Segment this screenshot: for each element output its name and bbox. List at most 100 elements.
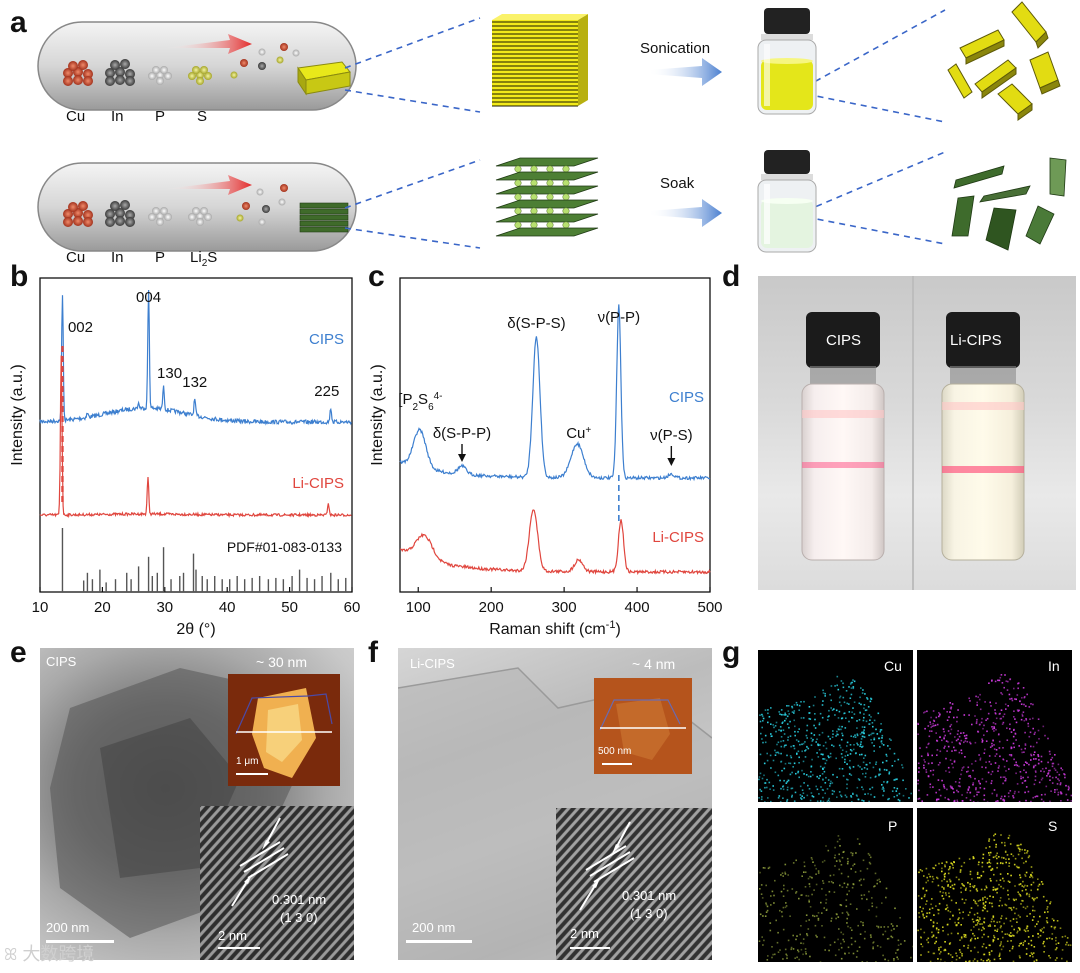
- li-cips-vial: [941, 312, 1025, 561]
- soak-label: Soak: [660, 175, 695, 192]
- plane-label: (1 3 0): [280, 910, 318, 925]
- eds-map-p: [758, 808, 913, 962]
- raman-annotation: [P2S64-: [398, 391, 442, 413]
- eds-label-s: S: [1048, 818, 1058, 834]
- element-label-p-1: P: [155, 108, 166, 125]
- eds-map-cu: [758, 650, 913, 802]
- watermark-logo-icon: ꕤ: [4, 947, 18, 964]
- eds-map-dots: [917, 674, 1072, 802]
- xrd-chart: 10 20 30 40 50 60 2θ (°) Intensity (a.u.) 002 004…: [9, 277, 360, 638]
- s-powder-1: [188, 66, 212, 85]
- eds-map-dots: [758, 675, 912, 802]
- raman-arrow-head: [458, 454, 466, 462]
- raman-chart: 100 200 300 400 500 Raman shift (cm-1) Intensi…: [369, 277, 722, 638]
- xrd-peak-label: 130: [157, 365, 182, 382]
- xrd-peak-label: 004: [136, 289, 161, 306]
- raman-tick-label: 500: [697, 599, 722, 616]
- panel-label-a: a: [10, 6, 27, 39]
- element-label-li2s: Li2S: [190, 249, 218, 269]
- vial-label-cips: CIPS: [826, 332, 862, 349]
- eds-map-s: [917, 808, 1072, 962]
- xrd-tick-label: 50: [281, 599, 298, 616]
- raman-arrow-head: [667, 458, 676, 466]
- panel-label-d: d: [722, 260, 741, 293]
- raman-series-label-cips: CIPS: [669, 389, 704, 406]
- thickness-label: ~ 30 nm: [256, 654, 307, 670]
- cips-vial: [801, 312, 885, 561]
- sonication-label: Sonication: [640, 40, 711, 57]
- raman-tick-label: 200: [479, 599, 504, 616]
- watermark-text: 大数跨境: [22, 944, 95, 964]
- xrd-x-axis-label: 2θ (°): [176, 621, 215, 638]
- afm-inset-li-cips: 500 nm: [594, 678, 692, 774]
- li-cips-nanoflakes: [951, 157, 1067, 251]
- xrd-series-label-cips: CIPS: [309, 331, 344, 348]
- xrd-tick-label: 20: [94, 599, 111, 616]
- xrd-series-label-li-cips: Li-CIPS: [292, 475, 344, 492]
- eds-label-cu: Cu: [884, 658, 902, 674]
- thickness-label: ~ 4 nm: [632, 656, 676, 672]
- element-label-in-1: In: [111, 108, 124, 125]
- tem-scale-label: 200 nm: [46, 920, 90, 935]
- xrd-line-cips: [39, 289, 352, 426]
- panel-label-g: g: [722, 636, 741, 669]
- eds-label-p: P: [888, 818, 898, 834]
- raman-annotation: δ(S-P-P): [433, 425, 491, 442]
- p-powder-1: [148, 66, 172, 85]
- raman-line-cips: [399, 304, 711, 482]
- eds-label-in: In: [1048, 658, 1060, 674]
- element-label-s-1: S: [197, 108, 208, 125]
- raman-line-li-cips: [399, 509, 711, 576]
- tem-scale-bar: [46, 940, 114, 943]
- in-powder-1: [105, 59, 135, 86]
- eds-map-dots: [758, 835, 913, 962]
- cu-powder-1: [63, 60, 93, 86]
- eds-map-dots: [917, 833, 1072, 962]
- raman-annotation: Cu+: [566, 425, 591, 443]
- panel-label-e: e: [10, 636, 27, 669]
- xrd-line-li-cips: [39, 355, 352, 519]
- eds-map-in: [917, 650, 1072, 802]
- raman-tick-label: 400: [625, 599, 650, 616]
- soak-arrow: [648, 199, 722, 227]
- raman-series-label-li-cips: Li-CIPS: [652, 529, 704, 546]
- afm-scale-label: 500 nm: [598, 746, 632, 757]
- xrd-reference-label: PDF#01-083-0133: [227, 539, 342, 555]
- xrd-peak-label: 225: [314, 383, 339, 400]
- tem-scale-bar: [406, 940, 472, 943]
- hrtem-inset-li-cips: 0.301 nm (1 3 0) 2 nm: [556, 808, 712, 960]
- vial-white-dispersion: [757, 150, 817, 253]
- hrtem-inset-cips: 0.301 nm (1 3 0) 2 nm: [200, 806, 354, 960]
- element-label-cu-2: Cu: [66, 249, 86, 266]
- element-label-p-2: P: [155, 249, 166, 266]
- element-label-in-2: In: [111, 249, 124, 266]
- sonication-arrow: [648, 58, 722, 86]
- xrd-tick-label: 30: [156, 599, 173, 616]
- afm-scale-label: 1 μm: [236, 756, 259, 767]
- xrd-peak-label: 002: [68, 319, 93, 336]
- cips-bulk-crystal: [492, 14, 588, 107]
- xrd-tick-label: 10: [32, 599, 49, 616]
- cips-nanoflakes: [947, 1, 1061, 121]
- tem-corner-label: Li-CIPS: [410, 656, 455, 671]
- hrtem-scale-label: 2 nm: [570, 926, 599, 941]
- raman-annotation: ν(P-P): [598, 309, 641, 326]
- panel-label-f: f: [368, 636, 378, 669]
- tem-image-li-cips: Li-CIPS 200 nm 500 nm ~ 4 nm 0.301 nm (1…: [398, 648, 712, 960]
- afm-inset-cips: 1 μm: [228, 674, 340, 786]
- raman-y-axis-label: Intensity (a.u.): [369, 364, 386, 465]
- eds-maps: Cu In P S: [758, 650, 1072, 962]
- li-cips-bulk-crystal: [495, 157, 599, 237]
- raman-annotation: δ(S-P-S): [507, 315, 565, 332]
- tem-image-cips: CIPS 200 nm 1 μm ~ 30 nm 0.301 nm (1 3 0…: [40, 648, 354, 960]
- synthesis-schematic: [37, 1, 1067, 253]
- d-spacing-label: 0.301 nm: [622, 888, 677, 903]
- projection-lines: [344, 9, 946, 249]
- vial-label-li-cips: Li-CIPS: [950, 332, 1002, 349]
- vials-photo: CIPS Li-CIPS: [758, 276, 1076, 590]
- d-spacing-label: 0.301 nm: [272, 892, 327, 907]
- raman-tick-label: 300: [552, 599, 577, 616]
- ampoule-2: [37, 162, 357, 252]
- plane-label: (1 3 0): [630, 906, 668, 921]
- watermark: ꕤ 大数跨境: [4, 940, 94, 966]
